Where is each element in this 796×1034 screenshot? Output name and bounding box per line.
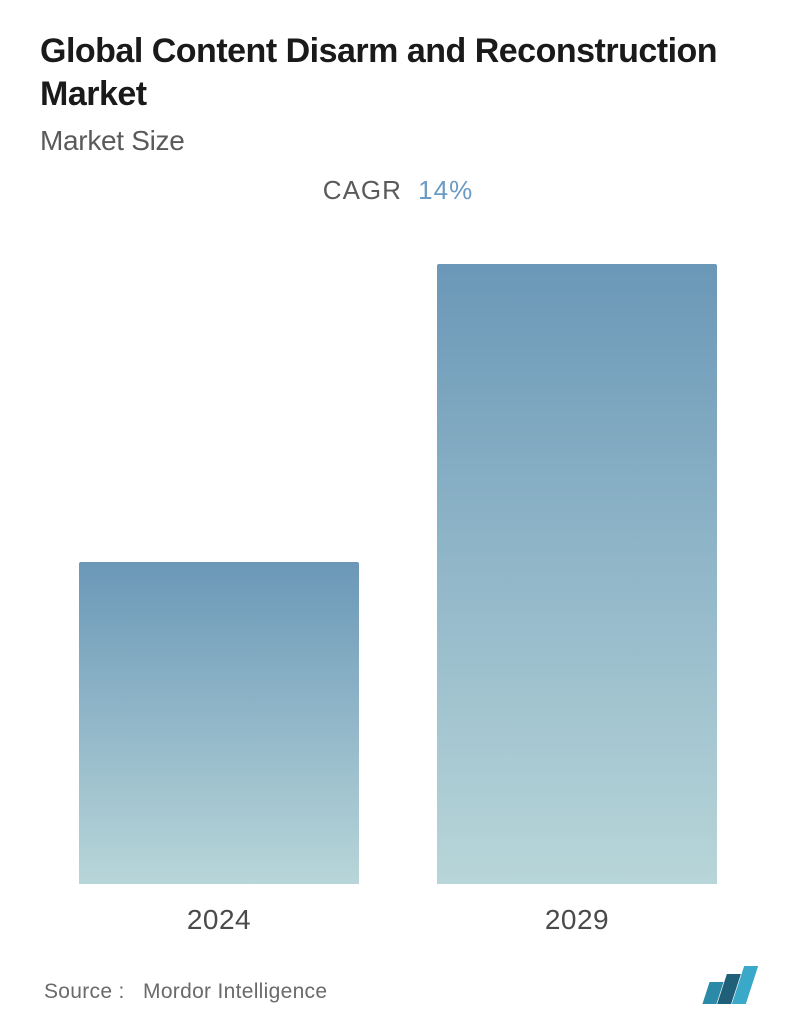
- bar-label: 2029: [545, 904, 609, 936]
- cagr-label: CAGR: [323, 175, 402, 205]
- cagr-value: 14%: [418, 175, 473, 205]
- bar-label: 2024: [187, 904, 251, 936]
- bar-group: 2024: [79, 562, 359, 936]
- brand-logo: [706, 966, 752, 1004]
- source-name: Mordor Intelligence: [143, 980, 327, 1003]
- bar: [437, 264, 717, 884]
- bar: [79, 562, 359, 884]
- source-label: Source :: [44, 980, 125, 1003]
- chart-title: Global Content Disarm and Reconstruction…: [40, 30, 756, 115]
- chart-footer: Source : Mordor Intelligence: [40, 936, 756, 1014]
- chart-plot-area: 2024 2029: [40, 206, 756, 936]
- chart-subtitle: Market Size: [40, 125, 756, 157]
- bar-group: 2029: [437, 264, 717, 936]
- cagr-row: CAGR 14%: [40, 175, 756, 206]
- source-attribution: Source : Mordor Intelligence: [44, 980, 327, 1004]
- chart-container: Global Content Disarm and Reconstruction…: [0, 0, 796, 1034]
